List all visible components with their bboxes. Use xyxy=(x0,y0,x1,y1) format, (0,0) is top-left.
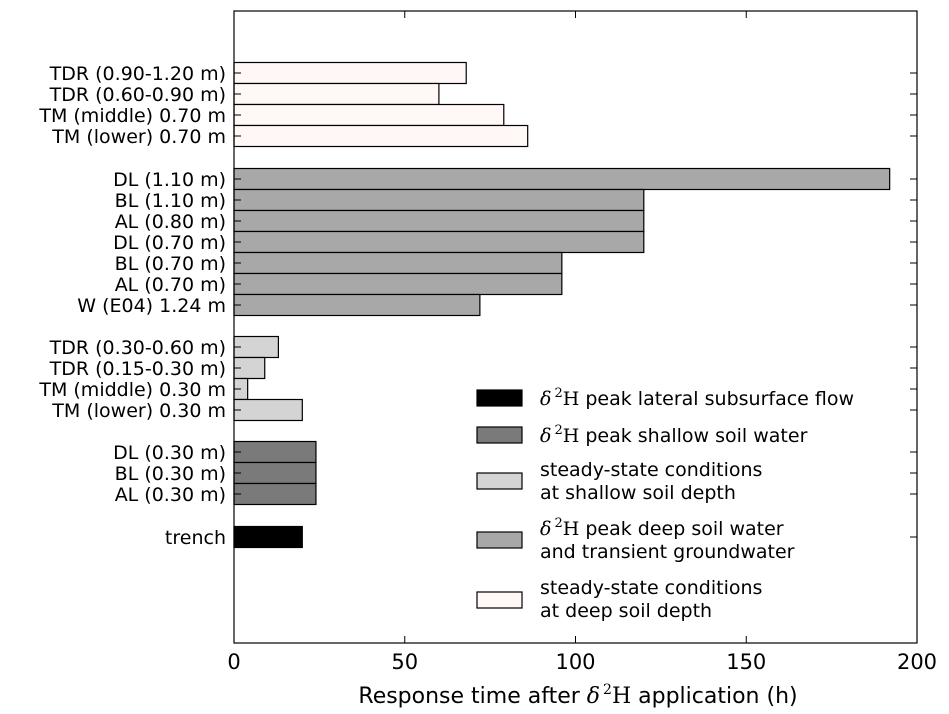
math-text-line: δ 2H peak deep soil water xyxy=(540,516,784,540)
text-line: and transient groundwater xyxy=(540,541,795,563)
category-label: AL (0.70 m) xyxy=(115,274,226,296)
category-label: BL (0.70 m) xyxy=(115,253,226,275)
text-line: steady-state conditions xyxy=(540,577,762,599)
category-label: TM (lower) 0.70 m xyxy=(51,126,226,148)
category-labels: TDR (0.90-1.20 m)TDR (0.60-0.90 m)TM (mi… xyxy=(38,63,226,549)
bar-6 xyxy=(233,209,645,233)
bar-5 xyxy=(233,188,645,212)
plot-frame xyxy=(233,10,918,644)
category-label: AL (0.80 m) xyxy=(115,211,226,233)
bar-7 xyxy=(233,230,645,254)
x-tick-label: 150 xyxy=(726,650,766,674)
x-tick-label: 100 xyxy=(555,650,595,674)
bar-0 xyxy=(233,61,467,85)
x-tick-label: 50 xyxy=(391,650,418,674)
category-label: TDR (0.30-0.60 m) xyxy=(49,337,226,359)
math-delta: δ xyxy=(540,388,551,410)
math-post: peak lateral subsurface flow xyxy=(579,388,854,410)
math-sup: 2 xyxy=(554,386,562,401)
category-label: TM (lower) 0.30 m xyxy=(51,400,226,422)
legend-swatch xyxy=(476,591,523,609)
category-label: TM (middle) 0.30 m xyxy=(38,379,226,401)
bar-18 xyxy=(233,525,303,549)
x-axis-title-iso: H xyxy=(612,684,631,709)
category-label: BL (0.30 m) xyxy=(115,463,226,485)
category-label: DL (0.70 m) xyxy=(113,232,226,254)
x-tick-labels: 0 50 100 150 200 xyxy=(227,650,937,674)
category-label: trench xyxy=(165,527,226,549)
legend-swatch xyxy=(476,531,523,549)
category-label: AL (0.30 m) xyxy=(115,484,226,506)
category-label: TM (middle) 0.70 m xyxy=(38,105,226,127)
bar-8 xyxy=(233,251,563,275)
bar-3 xyxy=(233,124,529,148)
x-axis-title-post: application (h) xyxy=(631,684,797,709)
legend-swatch xyxy=(476,426,523,444)
bar-2 xyxy=(233,103,505,127)
math-sup: 2 xyxy=(554,516,562,531)
category-label: TDR (0.90-1.20 m) xyxy=(49,63,226,85)
math-text-line: δ 2H peak lateral subsurface flow xyxy=(540,386,854,410)
math-iso: H xyxy=(563,388,580,410)
bar-16 xyxy=(233,461,317,485)
x-axis-title-pre: Response time after xyxy=(358,684,586,709)
category-label: TDR (0.15-0.30 m) xyxy=(49,358,226,380)
math-text-line: δ 2H peak shallow soil water xyxy=(540,423,808,447)
math-delta: δ xyxy=(540,425,551,447)
text-line: at shallow soil depth xyxy=(540,482,736,504)
math-iso: H xyxy=(563,518,580,540)
legend-swatch xyxy=(476,472,523,490)
bar-9 xyxy=(233,272,563,296)
bar-10 xyxy=(233,293,481,317)
category-label: DL (0.30 m) xyxy=(113,442,226,464)
bar-1 xyxy=(233,82,440,106)
x-tick-label: 0 xyxy=(227,650,240,674)
bar-4 xyxy=(233,167,891,191)
math-iso: H xyxy=(563,425,580,447)
math-sup: 2 xyxy=(554,423,562,438)
math-post: peak shallow soil water xyxy=(579,425,807,447)
bar-17 xyxy=(233,482,317,506)
category-label: TDR (0.60-0.90 m) xyxy=(49,84,226,106)
math-post: peak deep soil water xyxy=(579,518,783,540)
x-axis-title-delta: δ xyxy=(587,684,600,709)
bar-14 xyxy=(233,398,303,422)
legend-swatch xyxy=(476,389,523,407)
category-label: BL (1.10 m) xyxy=(115,190,226,212)
math-delta: δ xyxy=(540,518,551,540)
category-label: W (E04) 1.24 m xyxy=(77,295,226,317)
bar-15 xyxy=(233,440,317,464)
x-axis-title: Response time after δ 2H application (h) xyxy=(358,682,797,709)
category-label: DL (1.10 m) xyxy=(113,169,226,191)
x-tick-label: 200 xyxy=(897,650,937,674)
x-axis-title-sup: 2 xyxy=(603,682,612,698)
text-line: at deep soil depth xyxy=(540,600,712,622)
text-line: steady-state conditions xyxy=(540,459,762,481)
